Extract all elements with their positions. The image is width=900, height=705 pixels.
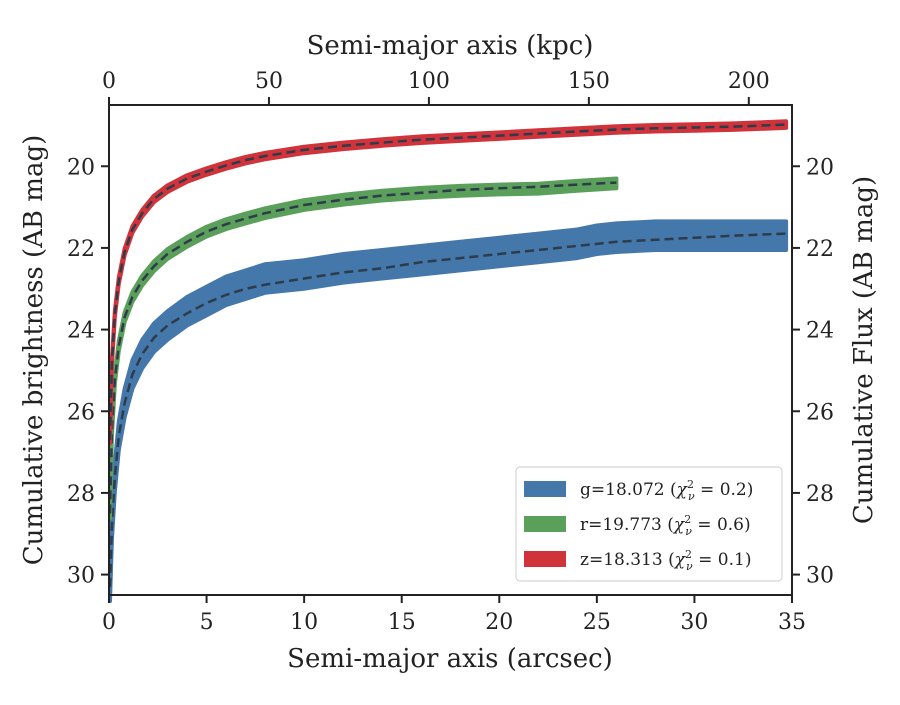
y2-tick-label: 28: [806, 482, 834, 507]
x-tick-label: 5: [200, 610, 214, 635]
series-band-2: [108, 119, 789, 446]
x2-tick-label: 0: [102, 69, 116, 94]
series-model-line-1: [108, 181, 617, 514]
y2-tick-label: 24: [806, 319, 834, 344]
x2-axis-title: Semi-major axis (kpc): [307, 31, 594, 61]
y-tick-label: 22: [67, 237, 95, 262]
legend-label-0: g=18.072 (χ2 ν = 0.2): [580, 478, 753, 503]
legend-label-2: z=18.313 (χ2 ν = 0.1): [580, 548, 751, 573]
x2-tick-label: 150: [568, 69, 610, 94]
x-tick-label: 35: [778, 610, 806, 635]
x2-tick-label: 200: [728, 69, 770, 94]
legend-swatch-0: [524, 481, 566, 497]
ticks-layer: 0 5 10 15 20 25 30 350 50 100 150 20020222426283020…: [67, 69, 834, 635]
legend-label-1: r=19.773 (χ2 ν = 0.6): [580, 513, 751, 538]
series-model-line-2: [108, 123, 787, 440]
plot-frame: [108, 104, 793, 596]
legend-frame: [515, 466, 783, 582]
x-tick-label: 15: [388, 610, 416, 635]
series-layer: [108, 119, 789, 604]
series-band-1: [108, 176, 619, 521]
x2-tick-label: 100: [408, 69, 450, 94]
y-axis-title: Cumulative brightness (AB mag): [19, 135, 49, 566]
x2-tick-label: 50: [255, 69, 283, 94]
x-tick-label: 20: [485, 610, 513, 635]
legend-items: g=18.072 (χ2 ν = 0.2) r=19.773 (χ2 ν = 0.6)…: [524, 478, 753, 573]
y-tick-label: 24: [67, 319, 95, 344]
y2-tick-label: 20: [806, 155, 834, 180]
legend: g=18.072 (χ2 ν = 0.2) r=19.773 (χ2 ν = 0.6)…: [515, 466, 783, 582]
y2-tick-label: 26: [806, 400, 834, 425]
x-tick-label: 0: [102, 610, 116, 635]
y-tick-label: 26: [67, 400, 95, 425]
x-tick-label: 10: [290, 610, 318, 635]
x-tick-label: 30: [680, 610, 708, 635]
series-model-line-0: [108, 232, 787, 587]
legend-swatch-2: [524, 551, 566, 567]
series-band-0: [108, 219, 789, 604]
x-tick-label: 25: [583, 610, 611, 635]
y-tick-label: 28: [67, 482, 95, 507]
legend-swatch-1: [524, 516, 566, 532]
y-tick-label: 20: [67, 155, 95, 180]
y2-tick-label: 22: [806, 237, 834, 262]
y-tick-label: 30: [67, 564, 95, 589]
x-axis-title: Semi-major axis (arcsec): [287, 644, 613, 674]
y2-tick-label: 30: [806, 564, 834, 589]
y2-axis-title: Cumulative Flux (AB mag): [849, 176, 879, 524]
